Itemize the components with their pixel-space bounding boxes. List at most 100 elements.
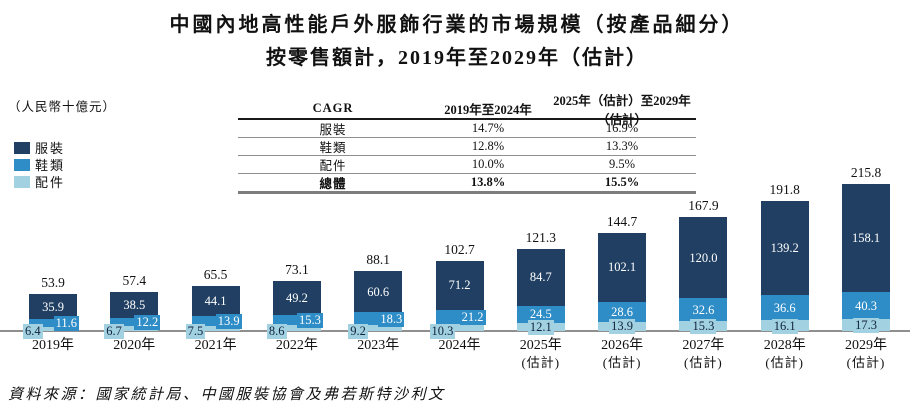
legend-swatch-footwear (14, 158, 30, 171)
bar-value-label: 32.6 (692, 302, 715, 317)
x-axis-note: (估計) (846, 355, 886, 370)
bar-segment-apparel: 71.2 (435, 261, 484, 310)
bar-group-2027年: 167.9 120.0 32.6 15.3 (679, 198, 728, 334)
bar-value-label: 10.3 (429, 324, 456, 339)
legend-label: 服裝 (35, 141, 66, 156)
x-axis-label-2025年: 2025年 (估計) (486, 338, 596, 370)
table-row-total: 總體 13.8% 15.5% (238, 174, 696, 194)
bar-total-label: 121.3 (525, 229, 556, 245)
row-value-period1: 12.8% (471, 139, 505, 153)
x-axis-year: 2028年 (763, 338, 806, 353)
x-axis-label-2021年: 2021年 (161, 338, 271, 354)
bar-value-label: 35.9 (42, 299, 64, 314)
bar-segment-footwear: 24.5 (516, 306, 565, 323)
x-axis-label-2023年: 2023年 (323, 338, 433, 354)
bar-total-label: 215.8 (850, 165, 882, 181)
bar-segment-apparel: 38.5 (110, 292, 159, 319)
bar-segment-accessories (272, 325, 321, 331)
bar-value-label: 36.6 (773, 300, 796, 315)
bar-value-label: 13.9 (609, 319, 636, 335)
bar-segment-footwear (272, 314, 321, 326)
bar-group-2022年: 73.1 49.2 15.3 8.6 (266, 262, 323, 339)
bar-value-label: 44.1 (204, 294, 227, 309)
x-axis-year: 2022年 (275, 338, 318, 353)
unit-label: （人民幣十億元） (8, 100, 117, 114)
bar-segment-apparel: 158.1 (842, 184, 890, 292)
x-axis-label-2027年: 2027年 (估計) (648, 338, 758, 370)
table-row: 配件 10.0% 9.5% (238, 156, 696, 174)
legend-item-footwear: 鞋類 (14, 158, 65, 173)
bar-segment-accessories (191, 325, 240, 331)
x-axis-note: (估計) (765, 355, 805, 370)
x-axis-year: 2025年 (519, 338, 562, 353)
bar-value-label: 158.1 (851, 231, 881, 246)
bar-value-label: 11.6 (53, 315, 79, 331)
page-title: 中國內地高性能戶外服飾行業的市場規模（按產品細分） 按零售額計，2019年至20… (0, 8, 914, 74)
bar-segment-apparel: 139.2 (760, 200, 809, 296)
bar-group-2019年: 53.9 35.9 11.6 6.4 (23, 275, 79, 339)
bar-total-label: 88.1 (366, 252, 390, 268)
cagr-header: CAGR (312, 101, 354, 115)
bar-total-label: 167.9 (688, 197, 719, 213)
cagr-table-header-row: CAGR 2019年至2024年 2025年（估計）至2029年（估計） (238, 94, 696, 127)
row-value-period2: 15.5% (604, 175, 640, 189)
bar-value-label: 84.7 (529, 270, 552, 285)
cagr-table: CAGR 2019年至2024年 2025年（估計）至2029年（估計） 服裝 … (238, 94, 696, 194)
bar-value-label: 13.9 (215, 314, 242, 330)
row-value-period2: 16.9% (605, 121, 639, 135)
bar-value-label: 17.3 (853, 318, 879, 334)
x-axis-label-2029年: 2029年 (估計) (811, 338, 914, 370)
row-value-period1: 14.7% (471, 121, 505, 135)
legend-swatch-accessories (14, 175, 30, 188)
x-axis-note: (估計) (684, 355, 723, 370)
bar-total-label: 144.7 (606, 213, 638, 229)
bar-value-label: 120.0 (689, 250, 718, 265)
legend-item-accessories: 配件 (14, 175, 65, 190)
x-axis-year: 2029年 (845, 338, 887, 353)
table-row: 服裝 14.7% 16.9% (238, 120, 696, 138)
bar-value-label: 15.3 (297, 312, 323, 328)
cagr-header-period1: 2019年至2024年 (444, 103, 532, 117)
bar-group-2026年: 144.7 102.1 28.6 13.9 (598, 214, 647, 335)
source-note: 資料來源：國家統計局、中國服裝協會及弗若斯特沙利文 (8, 387, 446, 403)
bar-group-2024年: 102.7 71.2 21.2 10.3 (429, 242, 486, 339)
bar-value-label: 16.1 (771, 318, 798, 334)
row-label: 鞋類 (319, 141, 347, 155)
table-row: 鞋類 12.8% 13.3% (238, 138, 696, 156)
x-axis-year: 2024年 (438, 338, 481, 353)
bar-value-label: 139.2 (770, 240, 799, 255)
bar-value-label: 40.3 (855, 298, 877, 313)
bar-segment-footwear (110, 318, 159, 327)
x-axis-note: (估計) (602, 355, 642, 370)
bar-segment-apparel: 44.1 (191, 286, 240, 317)
bar-value-label: 7.5 (185, 324, 206, 339)
bar-value-label: 24.5 (529, 307, 552, 322)
bar-segment-apparel: 120.0 (679, 216, 728, 299)
legend-swatch-apparel (14, 141, 30, 154)
bar-value-label: 38.5 (123, 298, 146, 313)
row-label: 配件 (319, 159, 347, 173)
bar-segment-accessories (354, 324, 403, 331)
bar-value-label: 21.2 (459, 309, 486, 325)
bar-segment-accessories (110, 326, 159, 331)
x-axis-label-2020年: 2020年 (79, 338, 189, 354)
x-axis-year: 2023年 (357, 338, 400, 353)
bar-segment-apparel: 35.9 (29, 294, 77, 319)
bar-group-2021年: 65.5 44.1 13.9 7.5 (185, 267, 242, 339)
bar-segment-footwear: 28.6 (598, 302, 647, 322)
bar-group-2020年: 57.4 38.5 12.2 6.7 (104, 273, 161, 339)
row-label: 總體 (319, 177, 347, 191)
bar-group-2029年: 215.8 158.1 40.3 17.3 (842, 165, 890, 334)
legend-item-apparel: 服裝 (14, 141, 66, 156)
bar-value-label: 15.3 (690, 318, 717, 334)
x-axis-label-2028年: 2028年 (估計) (730, 338, 840, 370)
row-label: 服裝 (319, 123, 347, 137)
bar-segment-apparel: 84.7 (516, 248, 565, 307)
bar-group-2028年: 191.8 139.2 36.6 16.1 (760, 182, 809, 334)
x-axis-label-2022年: 2022年 (242, 338, 352, 354)
bar-value-label: 6.4 (23, 324, 43, 339)
x-axis-label-2026年: 2026年 (估計) (567, 338, 677, 370)
bar-value-label: 60.6 (367, 284, 390, 299)
bar-value-label: 12.1 (527, 319, 554, 335)
